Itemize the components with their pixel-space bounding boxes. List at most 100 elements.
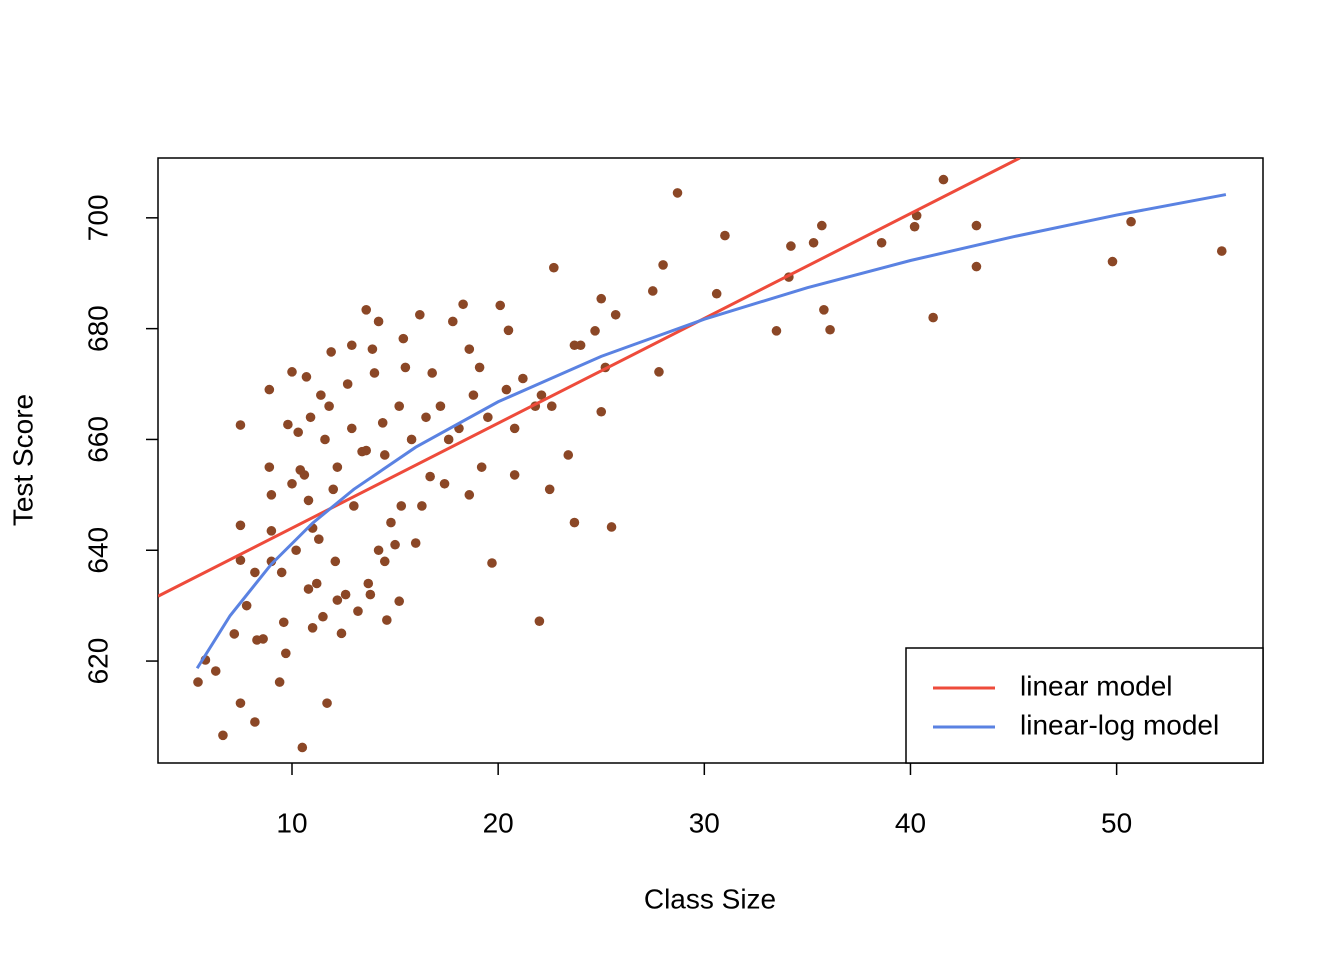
- point: [474, 362, 485, 373]
- point: [291, 545, 301, 556]
- point: [427, 368, 437, 378]
- point: [314, 534, 324, 544]
- point: [377, 418, 388, 428]
- point: [193, 677, 203, 687]
- point: [544, 484, 555, 495]
- point: [299, 470, 310, 480]
- legend-label: linear-log model: [1020, 709, 1219, 740]
- point: [328, 484, 339, 495]
- point: [274, 677, 285, 687]
- point: [448, 316, 458, 327]
- point: [439, 478, 450, 489]
- point: [250, 717, 260, 727]
- point: [536, 390, 547, 400]
- point: [235, 698, 246, 708]
- point: [1126, 216, 1136, 227]
- point: [483, 412, 493, 423]
- point: [386, 517, 396, 528]
- y-tick-label: 640: [82, 527, 113, 574]
- point: [396, 501, 407, 511]
- point: [808, 237, 819, 248]
- point: [307, 623, 318, 633]
- point: [406, 434, 417, 445]
- point: [509, 423, 520, 434]
- point: [672, 188, 683, 198]
- x-axis-label: Class Size: [644, 883, 776, 914]
- point: [287, 478, 297, 489]
- point: [1216, 246, 1227, 256]
- point: [379, 450, 390, 460]
- point: [464, 490, 475, 500]
- point: [322, 698, 332, 708]
- point: [610, 309, 621, 320]
- point: [501, 384, 512, 395]
- point: [235, 420, 246, 430]
- point: [464, 344, 475, 354]
- point: [569, 517, 580, 528]
- point: [332, 462, 343, 472]
- point: [346, 340, 357, 351]
- x-tick-label: 20: [483, 807, 514, 838]
- point: [264, 462, 275, 472]
- point: [658, 260, 668, 270]
- point: [596, 406, 607, 417]
- x-tick-label: 30: [689, 807, 720, 838]
- point: [276, 567, 287, 578]
- point: [410, 538, 421, 548]
- point: [435, 401, 446, 412]
- point: [229, 629, 240, 639]
- point: [346, 423, 357, 434]
- point: [281, 648, 291, 659]
- point: [495, 300, 506, 311]
- point: [394, 596, 405, 607]
- point: [324, 401, 334, 412]
- point: [340, 589, 351, 600]
- point: [928, 312, 938, 323]
- point: [369, 368, 380, 378]
- point: [373, 545, 384, 556]
- point: [235, 555, 246, 566]
- point: [720, 230, 730, 241]
- point: [303, 495, 314, 506]
- point: [476, 462, 487, 472]
- point: [311, 578, 322, 589]
- point: [235, 520, 246, 531]
- point: [771, 326, 782, 336]
- point: [819, 305, 829, 315]
- point: [647, 286, 658, 296]
- point: [336, 628, 347, 639]
- point: [487, 558, 497, 568]
- point: [316, 390, 326, 400]
- point: [1107, 256, 1118, 267]
- point: [258, 634, 268, 644]
- point: [390, 539, 400, 550]
- point: [417, 501, 427, 511]
- fit-line: [158, 158, 1021, 598]
- point: [332, 595, 343, 605]
- point: [394, 401, 405, 412]
- point: [373, 316, 384, 327]
- point: [971, 220, 982, 231]
- point: [938, 174, 949, 185]
- y-tick-label: 620: [82, 638, 113, 685]
- point: [320, 434, 330, 445]
- point: [293, 427, 303, 438]
- point: [326, 347, 336, 357]
- point: [575, 340, 586, 351]
- point: [318, 611, 328, 622]
- point: [266, 490, 277, 500]
- point: [301, 372, 312, 382]
- point: [443, 434, 454, 445]
- point: [367, 344, 378, 354]
- y-tick-label: 660: [82, 416, 113, 463]
- x-tick-label: 50: [1101, 807, 1132, 838]
- point: [349, 501, 359, 511]
- point: [518, 373, 528, 384]
- point: [250, 567, 260, 578]
- y-tick-label: 680: [82, 305, 113, 352]
- point: [363, 578, 374, 589]
- y-tick-label: 700: [82, 194, 113, 241]
- x-tick-label: 10: [276, 807, 307, 838]
- x-tick-label: 40: [895, 807, 926, 838]
- point: [549, 262, 559, 273]
